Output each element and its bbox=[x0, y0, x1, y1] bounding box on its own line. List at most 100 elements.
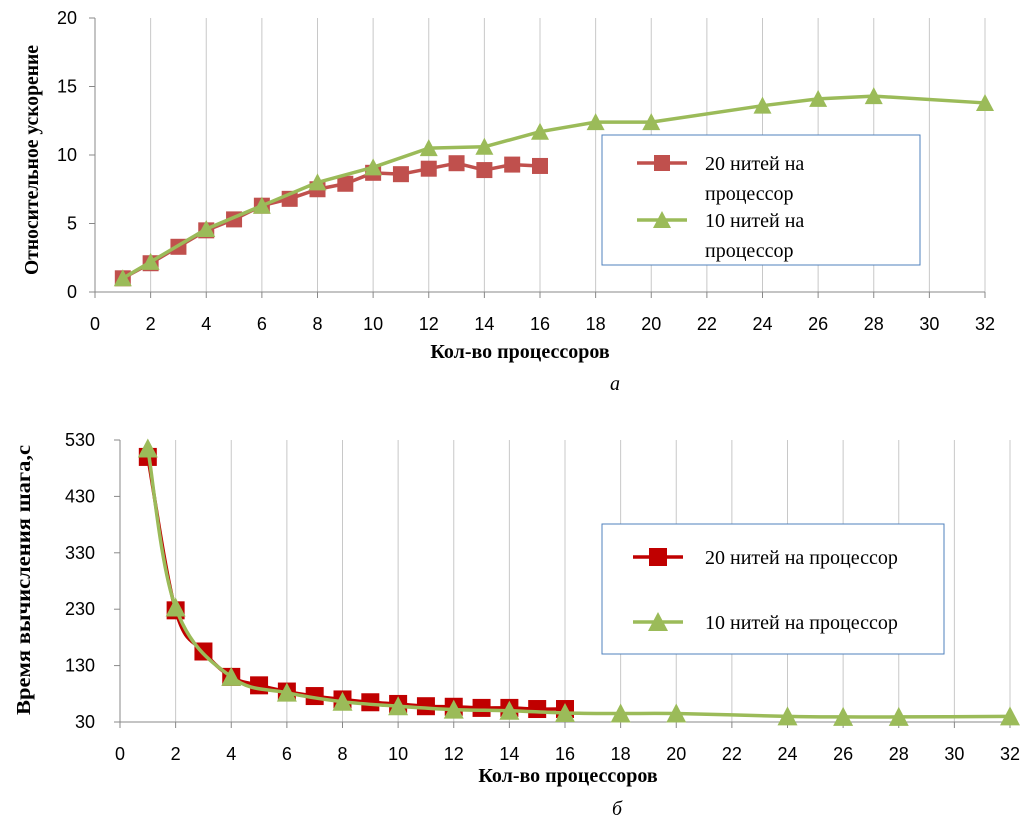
chart-b-x-tick-label-11: 22 bbox=[722, 744, 742, 764]
chart-a-series-1-line bbox=[121, 161, 541, 280]
chart-a-series-2-point-10 bbox=[642, 113, 661, 131]
chart-b-x-tick-label-14: 28 bbox=[889, 744, 909, 764]
chart-a-legend-label-2-line-2: процессор bbox=[705, 240, 794, 262]
chart-b-series-1-point-6 bbox=[305, 687, 324, 706]
chart-b-x-tick-label-0: 0 bbox=[115, 744, 125, 764]
chart-a-x-tick-label-9: 18 bbox=[586, 314, 606, 334]
chart-a-x-axis-title: Кол-во процессоров bbox=[430, 341, 609, 363]
chart-b-x-tick-label-3: 6 bbox=[282, 744, 292, 764]
chart-b-x-tick-label-9: 18 bbox=[611, 744, 631, 764]
chart-b-series-2-point-8 bbox=[555, 702, 575, 722]
chart-a-legend-label-2: 10 нитей на процессор bbox=[705, 210, 804, 262]
chart-a-y-tick-label-2: 10 bbox=[57, 145, 77, 165]
chart-a-legend-label-1-line-1: 20 нитей на bbox=[705, 153, 804, 175]
chart-b-series-1-line bbox=[146, 456, 566, 711]
chart-a-series-1-point-13 bbox=[476, 162, 493, 179]
chart-b-series-2-point-4 bbox=[332, 691, 353, 711]
chart-b-y-tick-label-1: 130 bbox=[65, 656, 95, 676]
chart-a-y-tick-label-3: 15 bbox=[57, 77, 77, 97]
chart-b-series-2-point-2 bbox=[221, 666, 242, 686]
chart-b-y-tick-label-2: 230 bbox=[65, 599, 95, 619]
chart-b-series-2-point-14 bbox=[1000, 706, 1020, 726]
chart-a-x-tick-label-7: 14 bbox=[474, 314, 494, 334]
chart-b-series-2-point-0 bbox=[137, 438, 158, 458]
chart-a-x-tick-label-6: 12 bbox=[419, 314, 439, 334]
chart-a-series-2-point-14 bbox=[976, 93, 994, 111]
chart-b-series-2-point-1 bbox=[165, 597, 186, 617]
chart-a-y-tick-label-1: 5 bbox=[67, 214, 77, 234]
chart-a-x-tick-label-0: 0 bbox=[90, 314, 100, 334]
chart-b-x-axis-title: Кол-во процессоров bbox=[478, 765, 657, 787]
chart-a-series-1-point-10 bbox=[392, 166, 409, 183]
chart-a-x-tick-label-14: 28 bbox=[864, 314, 884, 334]
chart-a-x-tick-label-8: 16 bbox=[530, 314, 550, 334]
chart-b-series-1-point-14 bbox=[528, 700, 547, 719]
chart-b-x-tick-label-5: 10 bbox=[388, 744, 408, 764]
chart-b-legend-box bbox=[601, 523, 945, 655]
chart-a-series-2-point-11 bbox=[753, 96, 772, 114]
chart-b-x-tick-label-10: 20 bbox=[666, 744, 686, 764]
chart-a-caption: а bbox=[610, 373, 620, 395]
chart-a-x-tick-label-13: 26 bbox=[808, 314, 828, 334]
chart-b-x-tick-label-7: 14 bbox=[499, 744, 519, 764]
chart-a-legend-label-2-line-1: 10 нитей на bbox=[705, 210, 804, 232]
chart-a-series-1-point-14 bbox=[504, 156, 521, 173]
chart-b-y-tick-label-3: 330 bbox=[65, 543, 95, 563]
chart-b-x-tick-label-12: 24 bbox=[777, 744, 797, 764]
chart-a-series-2-point-5 bbox=[364, 158, 383, 176]
chart-b-series-1-point-10 bbox=[416, 697, 435, 716]
chart-b-legend-label-1: 20 нитей на процессор bbox=[705, 547, 898, 569]
chart-b-series-1-point-4 bbox=[250, 676, 269, 695]
chart-a-series-2-point-13 bbox=[864, 87, 883, 105]
chart-b-series-2-point-6 bbox=[443, 699, 464, 719]
chart-b-series-2-point-10 bbox=[666, 703, 687, 723]
chart-a-series-2-point-6 bbox=[419, 139, 438, 157]
chart-a-legend-label-1: 20 нитей на процессор bbox=[705, 153, 804, 205]
chart-a-legend-swatch-marker-1 bbox=[654, 155, 670, 171]
chart-a-series-2-point-3 bbox=[252, 196, 271, 214]
chart-b-x-tick-label-16: 32 bbox=[1000, 744, 1020, 764]
chart-a-series-2-point-4 bbox=[308, 173, 327, 191]
chart-b-y-axis-title: Время вычисления шага,с bbox=[13, 445, 35, 715]
chart-a-x-tick-label-4: 8 bbox=[312, 314, 322, 334]
chart-a-y-tick-label-0: 0 bbox=[67, 282, 77, 302]
chart-a-x-tick-label-2: 4 bbox=[201, 314, 211, 334]
chart-a-x-tick-label-15: 30 bbox=[919, 314, 939, 334]
chart-b-x-tick-label-2: 4 bbox=[226, 744, 236, 764]
chart-b-x-tick-label-4: 8 bbox=[337, 744, 347, 764]
chart-b-series-1-point-12 bbox=[472, 698, 491, 717]
chart-a-legend-swatch-marker-2 bbox=[653, 211, 671, 228]
chart-a-x-tick-label-11: 22 bbox=[697, 314, 717, 334]
chart-a-series-1-point-8 bbox=[337, 175, 354, 192]
chart-a-series-2-point-8 bbox=[531, 122, 549, 140]
chart-b-y-tick-label-5: 530 bbox=[65, 430, 95, 450]
chart-a-series-1-point-11 bbox=[420, 160, 437, 177]
chart-b-x-tick-label-1: 2 bbox=[171, 744, 181, 764]
chart-b-series-2-point-11 bbox=[777, 706, 798, 726]
chart-a-x-tick-label-5: 10 bbox=[363, 314, 383, 334]
chart-b-series-2-point-7 bbox=[499, 700, 520, 720]
chart-b-legend-swatch-marker-1 bbox=[649, 548, 667, 566]
chart-a-series-2-point-1 bbox=[141, 252, 160, 270]
chart-a-x-tick-label-12: 24 bbox=[752, 314, 772, 334]
chart-a-series-2-point-7 bbox=[475, 137, 494, 155]
chart-b-series-2-point-3 bbox=[276, 682, 297, 702]
chart-b-x-tick-label-13: 26 bbox=[833, 744, 853, 764]
chart-b-series-2-point-5 bbox=[388, 696, 409, 716]
chart-a-x-tick-label-10: 20 bbox=[641, 314, 661, 334]
chart-b-caption: б bbox=[612, 798, 623, 820]
chart-a-series-1-point-15 bbox=[532, 157, 548, 174]
chart-a-y-axis-title: Относительное ускорение bbox=[21, 45, 43, 275]
chart-a-legend-label-1-line-2: процессор bbox=[705, 183, 794, 205]
chart-b-legend-swatch-marker-2 bbox=[648, 612, 668, 631]
chart-b-y-tick-label-0: 30 bbox=[75, 712, 95, 732]
chart-b-series-2-point-9 bbox=[610, 703, 631, 723]
chart-b-series-1-point-8 bbox=[361, 693, 380, 712]
chart-b-x-tick-label-8: 16 bbox=[555, 744, 575, 764]
chart-b-legend-label-2: 10 нитей на процессор bbox=[705, 612, 898, 634]
chart-a-x-tick-label-1: 2 bbox=[146, 314, 156, 334]
chart-a-series-2-point-9 bbox=[586, 113, 605, 131]
chart-a-series-2-point-12 bbox=[809, 89, 828, 107]
chart-a-series-1-point-12 bbox=[448, 155, 465, 172]
